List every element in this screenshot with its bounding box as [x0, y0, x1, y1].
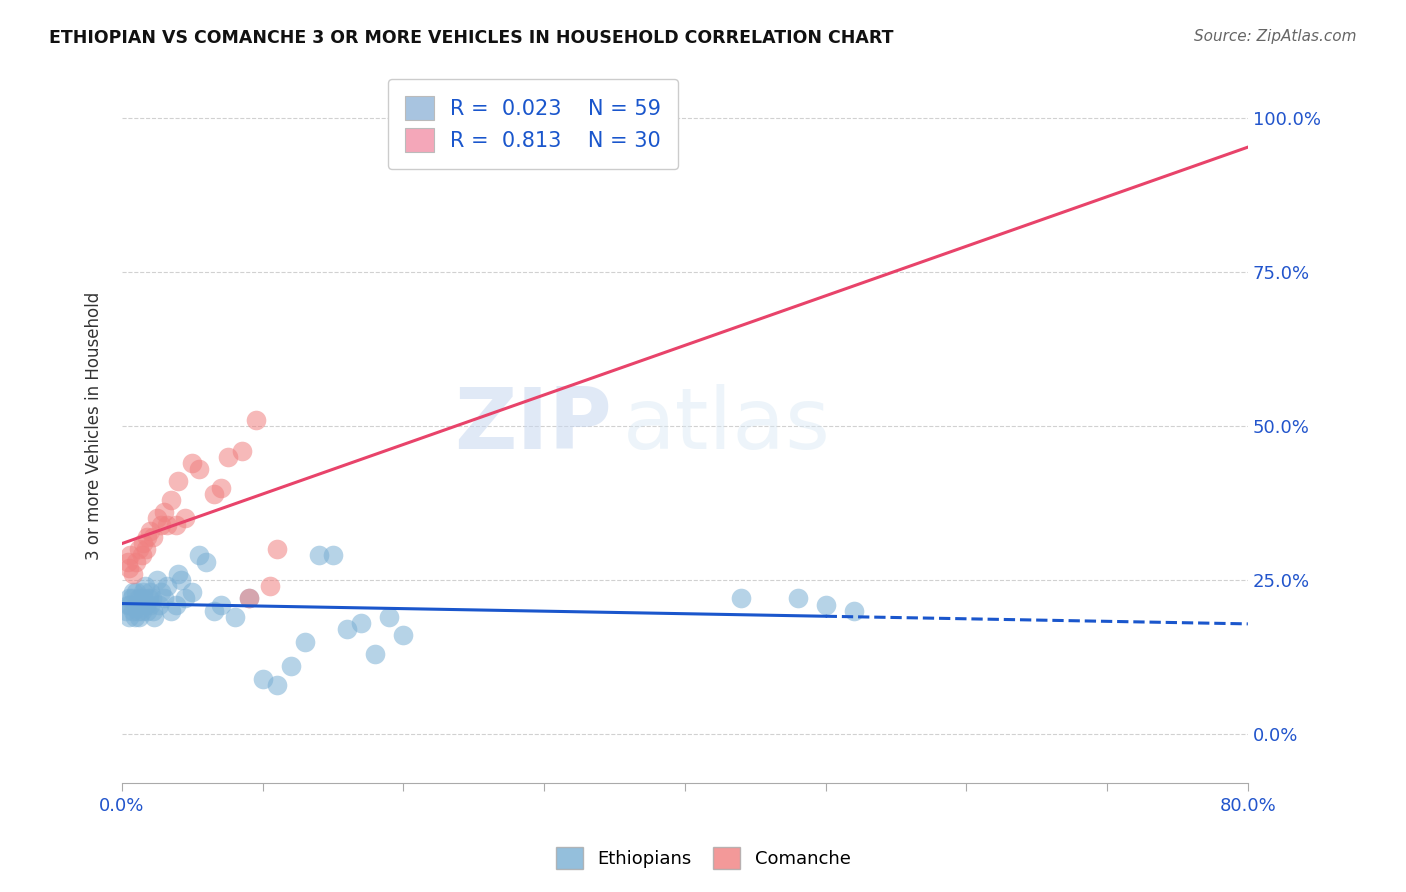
Point [814, 598, 837, 612]
Point [120, 598, 142, 612]
Point [138, 591, 160, 606]
Point [336, 622, 359, 636]
Point [160, 604, 183, 618]
Point [122, 604, 145, 618]
Point [252, 672, 274, 686]
Point [135, 542, 157, 557]
Point [364, 647, 387, 661]
Point [139, 524, 162, 538]
Point [266, 542, 288, 557]
Point [146, 511, 169, 525]
Point [117, 555, 139, 569]
Point [165, 517, 187, 532]
Point [167, 566, 190, 581]
Point [150, 517, 173, 532]
Point [118, 610, 141, 624]
Point [188, 549, 211, 563]
Point [132, 591, 155, 606]
Legend: Ethiopians, Comanche: Ethiopians, Comanche [548, 839, 858, 876]
Point [128, 591, 150, 606]
Point [350, 616, 373, 631]
Point [392, 628, 415, 642]
Point [124, 610, 146, 624]
Point [181, 456, 204, 470]
Point [188, 462, 211, 476]
Point [139, 598, 162, 612]
Point [122, 566, 145, 581]
Point [202, 487, 225, 501]
Point [174, 511, 197, 525]
Point [125, 555, 148, 569]
Text: Source: ZipAtlas.com: Source: ZipAtlas.com [1194, 29, 1357, 44]
Point [842, 604, 865, 618]
Point [118, 591, 141, 606]
Point [160, 492, 183, 507]
Point [322, 549, 344, 563]
Point [170, 573, 193, 587]
Point [131, 604, 153, 618]
Point [128, 542, 150, 557]
Point [280, 659, 302, 673]
Y-axis label: 3 or more Vehicles in Household: 3 or more Vehicles in Household [86, 292, 103, 560]
Point [730, 591, 752, 606]
Point [146, 573, 169, 587]
Point [134, 579, 156, 593]
Point [131, 549, 153, 563]
Point [238, 591, 260, 606]
Point [136, 604, 159, 618]
Point [209, 481, 232, 495]
Point [132, 585, 155, 599]
Point [165, 598, 187, 612]
Point [115, 604, 138, 618]
Point [156, 579, 179, 593]
Point [209, 598, 232, 612]
Point [786, 591, 808, 606]
Point [245, 413, 267, 427]
Text: ETHIOPIAN VS COMANCHE 3 OR MORE VEHICLES IN HOUSEHOLD CORRELATION CHART: ETHIOPIAN VS COMANCHE 3 OR MORE VEHICLES… [49, 29, 894, 46]
Point [153, 591, 176, 606]
Point [181, 585, 204, 599]
Point [118, 560, 141, 574]
Point [122, 585, 145, 599]
Point [174, 591, 197, 606]
Point [120, 549, 142, 563]
Point [128, 610, 150, 624]
Text: ZIP: ZIP [454, 384, 612, 467]
Point [378, 610, 401, 624]
Point [148, 598, 170, 612]
Point [308, 549, 330, 563]
Point [125, 598, 148, 612]
Point [156, 517, 179, 532]
Point [135, 598, 157, 612]
Point [127, 604, 149, 618]
Point [294, 634, 316, 648]
Point [167, 475, 190, 489]
Point [139, 585, 162, 599]
Text: atlas: atlas [623, 384, 831, 467]
Point [150, 585, 173, 599]
Point [224, 610, 246, 624]
Point [142, 530, 165, 544]
Point [202, 604, 225, 618]
Point [266, 678, 288, 692]
Point [238, 591, 260, 606]
Point [231, 443, 253, 458]
Point [141, 591, 163, 606]
Point [153, 505, 176, 519]
Point [143, 610, 166, 624]
Legend: R =  0.023    N = 59, R =  0.813    N = 30: R = 0.023 N = 59, R = 0.813 N = 30 [388, 78, 678, 169]
Point [195, 555, 218, 569]
Point [142, 604, 165, 618]
Point [132, 536, 155, 550]
Point [121, 591, 143, 606]
Point [259, 579, 281, 593]
Point [217, 450, 239, 464]
Point [136, 530, 159, 544]
Point [129, 598, 152, 612]
Point [117, 598, 139, 612]
Point [125, 585, 148, 599]
